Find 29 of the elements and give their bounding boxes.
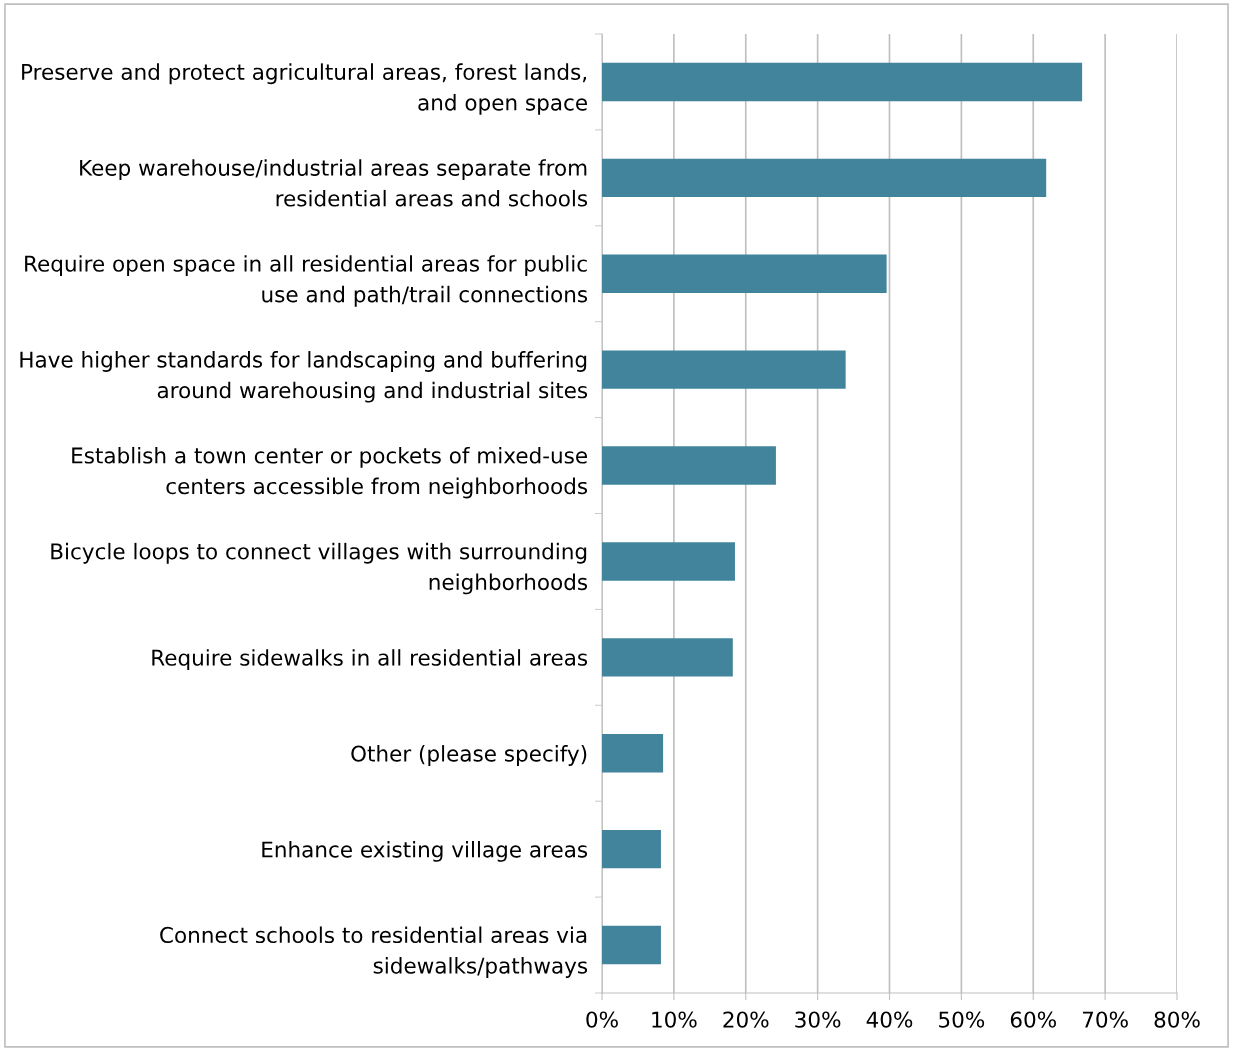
bar: [602, 254, 887, 293]
x-tick-label: 20%: [723, 1011, 769, 1028]
x-tick-label: 80%: [1154, 1011, 1200, 1028]
y-tick-label: Require sidewalks in all residential areas: [152, 649, 588, 671]
bar: [602, 158, 1047, 198]
bar: [602, 542, 735, 581]
bar: [602, 638, 733, 677]
y-tick-label: Have higher standards for landscaping and buffering around warehousing and industrial sites: [20, 351, 588, 403]
x-tick-label: 0%: [586, 1011, 618, 1028]
bar: [602, 925, 661, 965]
y-tick-label: Other (please specify): [351, 745, 587, 766]
y-tick-label: Preserve and protect agricultural areas, forest lands, and open space: [22, 63, 587, 115]
x-tick-label: 50%: [939, 1011, 985, 1028]
x-tick-label: 40%: [866, 1011, 913, 1028]
x-tick-label: 70%: [1082, 1011, 1128, 1028]
bar: [602, 734, 664, 773]
y-tick-label: Require open space in all residential areas for public use and path/trail connections: [25, 255, 588, 307]
bar: [602, 829, 661, 869]
y-tick-label: Connect schools to residential areas via sidewalks/pathways: [160, 926, 588, 978]
bar: [602, 62, 1083, 102]
bar: [602, 446, 776, 485]
y-tick-label: Bicycle loops to connect villages with surrounding neighborhoods: [51, 542, 588, 595]
y-tick-label: Establish a town center or pockets of mixed-use centers accessible from neighborhoods: [72, 446, 588, 499]
bar: [602, 350, 846, 389]
y-tick-label: Keep warehouse/industrial areas separate from residential areas and schools: [80, 159, 588, 207]
x-tick-label: 60%: [1010, 1011, 1056, 1028]
x-tick-label: 10%: [652, 1011, 697, 1028]
y-tick-label: Enhance existing village areas: [262, 840, 588, 862]
x-tick-label: 30%: [795, 1011, 841, 1028]
